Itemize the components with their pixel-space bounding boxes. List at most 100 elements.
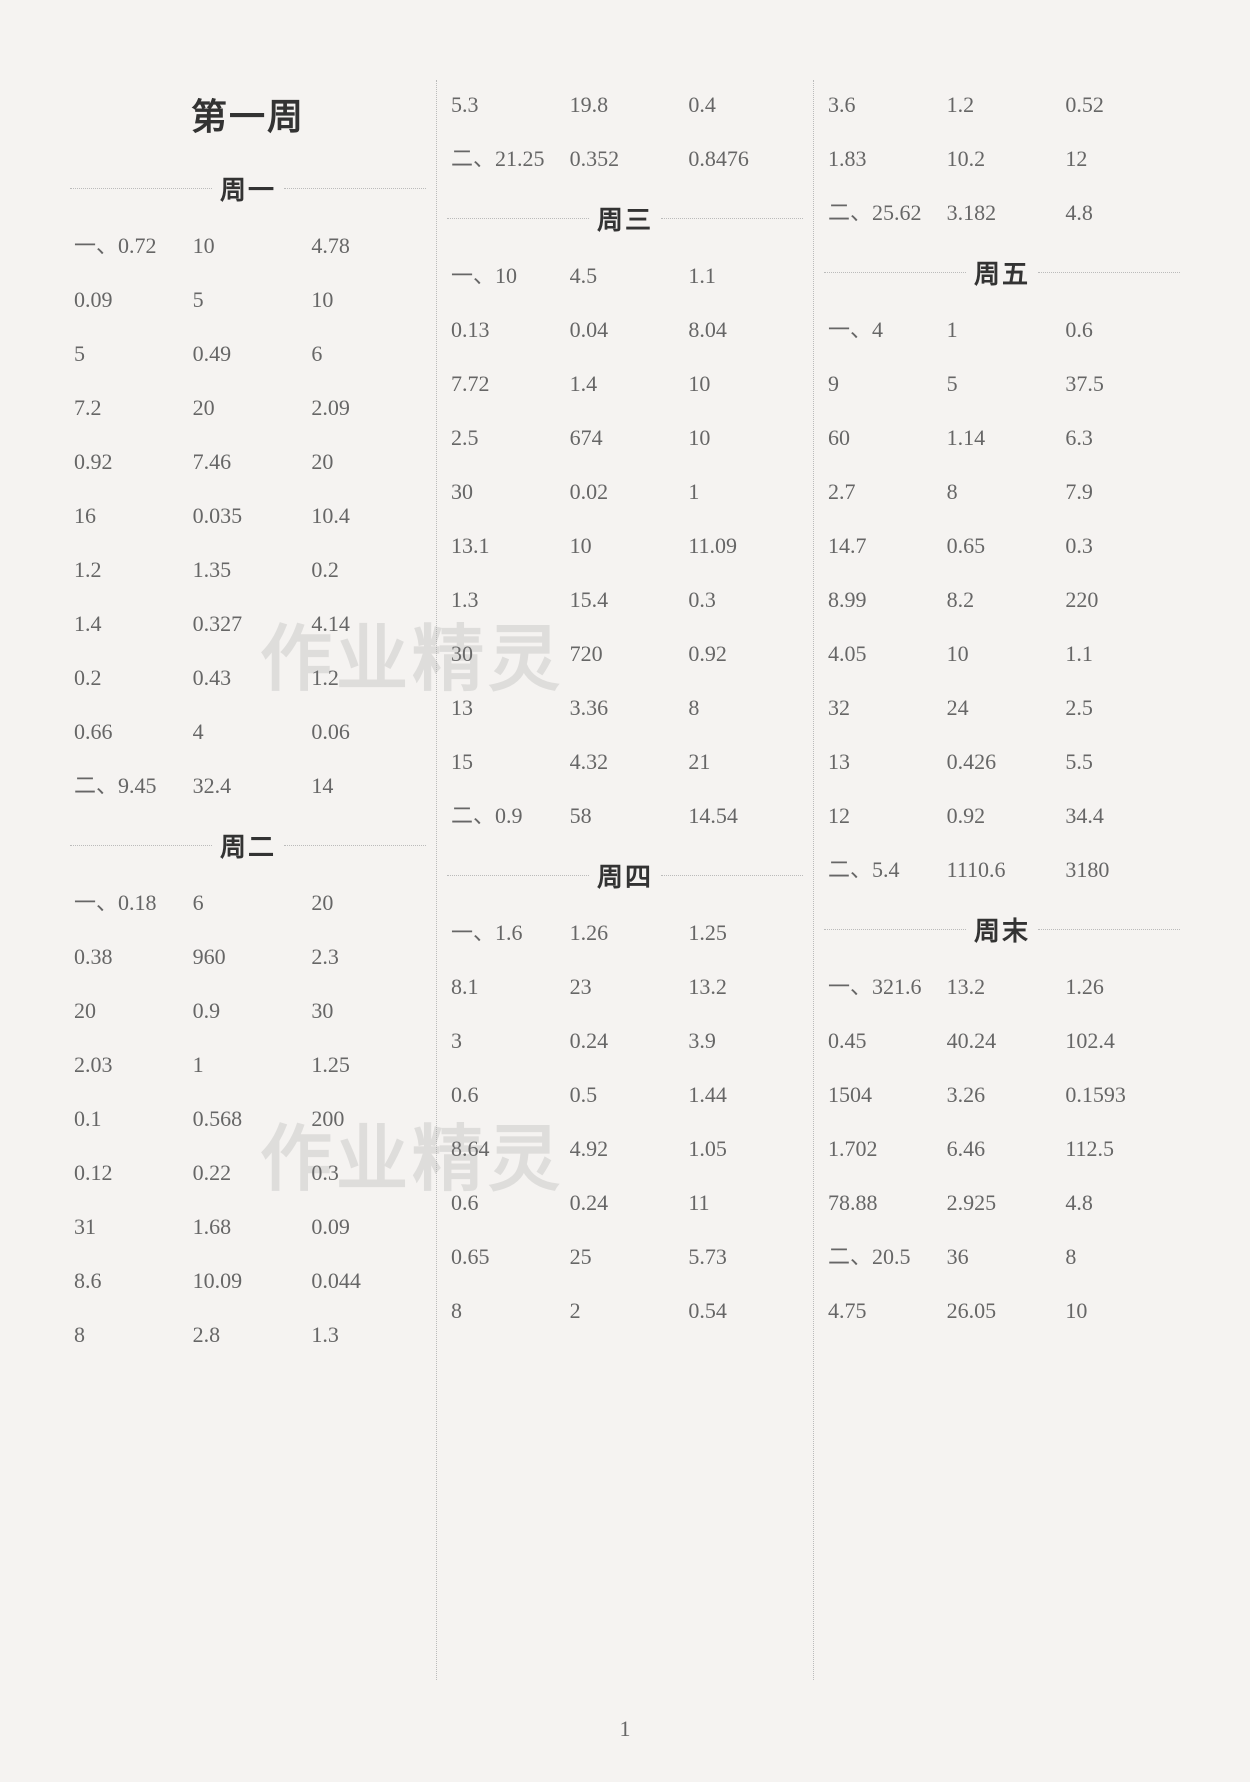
table-row: 0.20.431.2 (70, 667, 426, 693)
cell: 0.09 (70, 289, 189, 315)
table-row: 一、410.6 (824, 319, 1180, 345)
cell: 6 (307, 343, 426, 369)
table-row: 2.0311.25 (70, 1054, 426, 1080)
table-row: 0.4540.24102.4 (824, 1030, 1180, 1056)
cell: 7.46 (189, 451, 308, 477)
table-row: 二、25.623.1824.8 (824, 202, 1180, 228)
cell: 一、10 (447, 265, 566, 291)
cell: 1.35 (189, 559, 308, 585)
table-row: 300.021 (447, 481, 803, 507)
table-row: 1.8310.212 (824, 148, 1180, 174)
cell: 0.426 (943, 751, 1062, 777)
table-row: 0.09510 (70, 289, 426, 315)
cell: 0.66 (70, 721, 189, 747)
cell: 0.92 (943, 805, 1062, 831)
cell: 二、25.62 (824, 202, 943, 228)
cell: 20 (307, 451, 426, 477)
cell: 4 (189, 721, 308, 747)
cell: 一、1.6 (447, 922, 566, 948)
cell: 21 (684, 751, 803, 777)
cell: 0.9 (189, 1000, 308, 1026)
day-heading: 周四 (447, 857, 803, 894)
day-heading: 周一 (70, 170, 426, 207)
table-row: 601.146.3 (824, 427, 1180, 453)
table-row: 0.389602.3 (70, 946, 426, 972)
table-row: 1.40.3274.14 (70, 613, 426, 639)
day-label: 周末 (966, 911, 1038, 948)
cell: 1.14 (943, 427, 1062, 453)
cell: 0.06 (307, 721, 426, 747)
table-row: 一、104.51.1 (447, 265, 803, 291)
cell: 2.925 (943, 1192, 1062, 1218)
cell: 10 (684, 373, 803, 399)
table-row: 7.721.410 (447, 373, 803, 399)
cell: 0.45 (824, 1030, 943, 1056)
day-label: 周一 (212, 170, 284, 207)
cell: 0.49 (189, 343, 308, 369)
cell: 1.44 (684, 1084, 803, 1110)
cell: 0.92 (684, 643, 803, 669)
cell: 13 (447, 697, 566, 723)
divider-line (284, 188, 426, 189)
cell: 0.6 (447, 1084, 566, 1110)
cell: 1.3 (447, 589, 566, 615)
table-row: 2.567410 (447, 427, 803, 453)
table-row: 1.7026.46112.5 (824, 1138, 1180, 1164)
day-label: 周三 (589, 200, 661, 237)
cell: 25 (566, 1246, 685, 1272)
cell: 0.327 (189, 613, 308, 639)
table-row: 8.644.921.05 (447, 1138, 803, 1164)
cell: 1.05 (684, 1138, 803, 1164)
cell: 720 (566, 643, 685, 669)
cell: 0.04 (566, 319, 685, 345)
cell: 0.044 (307, 1270, 426, 1296)
cell: 8.64 (447, 1138, 566, 1164)
cell: 7.2 (70, 397, 189, 423)
cell: 112.5 (1061, 1138, 1180, 1164)
cell: 60 (824, 427, 943, 453)
cell: 8.04 (684, 319, 803, 345)
cell: 0.09 (307, 1216, 426, 1242)
cell: 5 (943, 373, 1062, 399)
cell: 14.7 (824, 535, 943, 561)
cell: 0.38 (70, 946, 189, 972)
table-row: 32242.5 (824, 697, 1180, 723)
page-number: 1 (0, 1716, 1250, 1742)
table-row: 二、9.4532.414 (70, 775, 426, 801)
cell: 4.5 (566, 265, 685, 291)
cell: 32 (824, 697, 943, 723)
table-row: 30.243.9 (447, 1030, 803, 1056)
cell: 34.4 (1061, 805, 1180, 831)
cell: 12 (1061, 148, 1180, 174)
cell: 0.6 (447, 1192, 566, 1218)
cell: 二、5.4 (824, 859, 943, 885)
cell: 37.5 (1061, 373, 1180, 399)
cell: 10.2 (943, 148, 1062, 174)
cell: 3.6 (824, 94, 943, 120)
cell: 8 (1061, 1246, 1180, 1272)
cell: 3.36 (566, 697, 685, 723)
cell: 8 (70, 1324, 189, 1350)
table-row: 13.11011.09 (447, 535, 803, 561)
cell: 3180 (1061, 859, 1180, 885)
day-label: 周五 (966, 254, 1038, 291)
cell: 7.9 (1061, 481, 1180, 507)
table-row: 200.930 (70, 1000, 426, 1026)
cell: 36 (943, 1246, 1062, 1272)
cell: 30 (447, 643, 566, 669)
cell: 0.24 (566, 1192, 685, 1218)
table-row: 154.3221 (447, 751, 803, 777)
cell: 4.05 (824, 643, 943, 669)
cell: 0.2 (70, 667, 189, 693)
cell: 13 (824, 751, 943, 777)
cell: 1.2 (70, 559, 189, 585)
cell: 1504 (824, 1084, 943, 1110)
cell: 4.14 (307, 613, 426, 639)
table-row: 8.998.2220 (824, 589, 1180, 615)
cell: 16 (70, 505, 189, 531)
day-heading: 周三 (447, 200, 803, 237)
cell: 1.4 (566, 373, 685, 399)
cell: 6.46 (943, 1138, 1062, 1164)
cell: 0.5 (566, 1084, 685, 1110)
cell: 2.09 (307, 397, 426, 423)
